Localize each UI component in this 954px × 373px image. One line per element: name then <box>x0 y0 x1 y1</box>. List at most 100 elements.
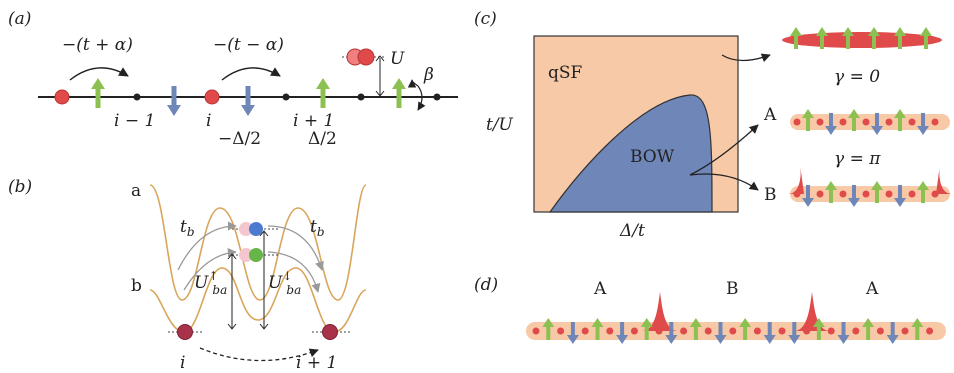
offset-label-neg: −Δ/2 <box>218 129 261 149</box>
blue-particle <box>249 222 263 236</box>
u-down-gap-ticks <box>259 230 269 330</box>
site-dot <box>926 327 934 335</box>
phase-label-qsf: qSF <box>548 63 583 83</box>
domain-label-1: A <box>593 279 607 299</box>
site-dot <box>803 327 811 335</box>
superfluid-cloud <box>782 32 942 48</box>
site-dot <box>908 118 916 126</box>
offset-label-pos: Δ/2 <box>308 129 337 149</box>
tb-label-right: tb <box>310 217 325 239</box>
beta-rotation-arrow <box>417 85 426 111</box>
site-label-ip1: i + 1 <box>293 111 334 131</box>
site-dot <box>885 190 893 198</box>
site-dot <box>778 327 786 335</box>
domain-wall-state-2 <box>794 292 830 331</box>
ghost-particle <box>239 222 253 236</box>
panel-a: (a) −(t + α) −(t − α) U β i − 1 i i + 1 <box>8 9 458 149</box>
particle-site-i <box>177 324 193 340</box>
site-dot <box>532 327 540 335</box>
ghost-particle <box>239 248 253 262</box>
spin-up-arrow <box>91 78 105 108</box>
x-axis-label: Δ/t <box>619 221 645 241</box>
site-dot <box>753 327 761 335</box>
site-dot <box>901 327 909 335</box>
pointer-arrow-qsf <box>721 53 771 63</box>
site-dot <box>581 327 589 335</box>
lattice-site-dot <box>282 93 290 101</box>
site-dot <box>793 190 801 198</box>
potential-band-a <box>149 184 367 301</box>
u-down-label: U↓ ba <box>268 269 301 297</box>
u-gap-tick <box>375 55 385 62</box>
site-dot <box>557 327 565 335</box>
u-gap-tick <box>375 90 385 97</box>
phase-region-bow <box>548 94 713 213</box>
edge-state-left <box>788 164 804 194</box>
site-dot <box>816 190 824 198</box>
site-dot <box>793 118 801 126</box>
panel-label-d: (d) <box>474 275 498 295</box>
bow-chain-b <box>788 164 952 207</box>
doublon-particle <box>357 48 375 66</box>
site-dot <box>931 118 939 126</box>
tunnel-arrow <box>267 251 321 293</box>
hop-label-2: −(t − α) <box>213 35 284 55</box>
edge-state-right <box>936 164 952 194</box>
beta-label: β <box>423 65 434 85</box>
lattice-site-dot <box>433 93 441 101</box>
domain-wall-state-1 <box>642 292 678 331</box>
hop-arrow-2 <box>221 67 281 81</box>
site-dot <box>680 327 688 335</box>
u-up-label: U↑ ba <box>194 269 227 297</box>
spin-up-arrow <box>316 78 330 108</box>
panel-d: (d) A B A <box>474 275 946 344</box>
site-dot <box>816 118 824 126</box>
green-particle <box>249 248 263 262</box>
tunnel-arrow <box>183 248 237 291</box>
particle-site-1 <box>54 89 70 105</box>
band-label-a: a <box>131 181 141 201</box>
phase-label-bow: BOW <box>630 147 675 167</box>
tunnel-arrow <box>177 221 237 271</box>
pointer-arrow-a <box>689 124 759 176</box>
domain-label-3: A <box>865 279 879 299</box>
config-label-a: A <box>763 105 777 125</box>
interaction-label: U <box>390 49 405 69</box>
site-label-i: i <box>206 111 211 131</box>
site-dot <box>729 327 737 335</box>
site-dot <box>630 327 638 335</box>
particle-site-ip1 <box>322 324 338 340</box>
spin-chain-d <box>532 318 934 344</box>
site-dot <box>839 190 847 198</box>
panel-c: (c) qSF BOW t/U Δ/t γ = 0 A <box>474 9 952 241</box>
site-dot <box>704 327 712 335</box>
domain-label-2: B <box>726 279 739 299</box>
site-dot <box>827 327 835 335</box>
site-dot <box>862 118 870 126</box>
site-label-im1: i − 1 <box>114 111 155 131</box>
hop-arrow-1 <box>69 67 129 81</box>
site-dot <box>876 327 884 335</box>
lattice-site-dot <box>357 93 365 101</box>
panel-b: (b) a b tb tb U↑ ba U↓ ba i i + 1 <box>8 177 367 373</box>
panel-label-b: (b) <box>8 177 32 197</box>
config-label-b: B <box>764 185 777 205</box>
spin-down-arrow <box>241 86 255 116</box>
site-dot <box>852 327 860 335</box>
tb-label-left: tb <box>180 217 195 239</box>
panel-label-c: (c) <box>474 9 497 29</box>
hop-label-1: −(t + α) <box>62 35 133 55</box>
band-label-b: b <box>131 276 142 296</box>
particle-site-i <box>204 89 220 105</box>
gamma-pi-label: γ = π <box>834 149 881 169</box>
bow-chain-a <box>790 109 950 135</box>
site-label-ip1-b: i + 1 <box>296 353 337 373</box>
tunnel-arrow <box>267 225 324 271</box>
u-up-gap-ticks <box>227 253 237 330</box>
y-axis-label: t/U <box>486 115 514 135</box>
hop-arrow-b <box>199 347 319 362</box>
panel-label-a: (a) <box>8 9 31 29</box>
site-dot <box>839 118 847 126</box>
site-dot <box>655 327 663 335</box>
